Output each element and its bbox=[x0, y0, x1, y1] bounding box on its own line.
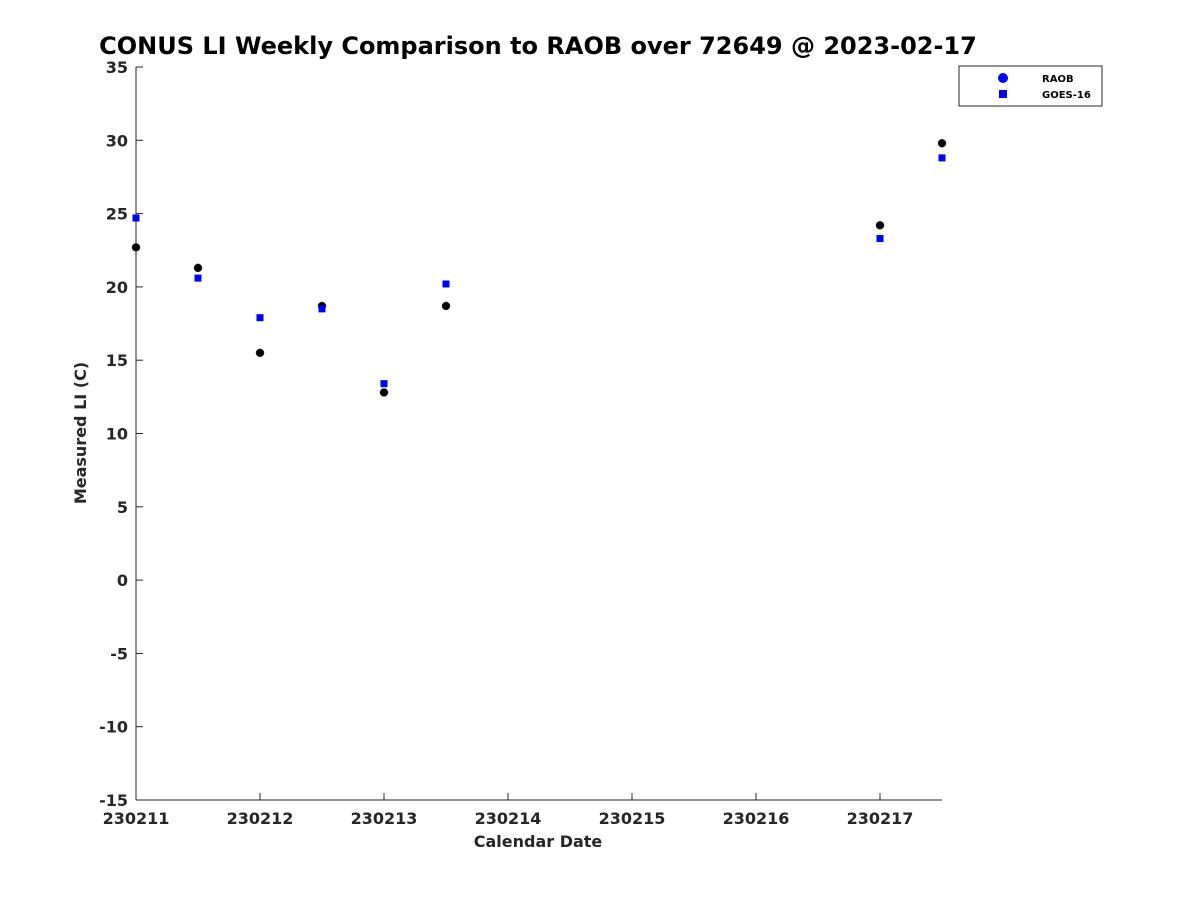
x-tick-label: 230215 bbox=[599, 809, 666, 828]
legend-label: RAOB bbox=[1042, 74, 1074, 85]
y-tick-label: 5 bbox=[117, 498, 128, 517]
legend-raob-marker bbox=[998, 73, 1008, 83]
goes16-point bbox=[318, 305, 326, 313]
y-tick-label: 35 bbox=[106, 58, 128, 77]
goes16-point bbox=[256, 314, 264, 322]
x-tick-label: 230211 bbox=[103, 809, 170, 828]
x-tick-label: 230213 bbox=[351, 809, 418, 828]
x-tick-label: 230216 bbox=[723, 809, 790, 828]
y-tick-label: 25 bbox=[106, 205, 128, 224]
y-axis-label: Measured LI (C) bbox=[71, 362, 90, 504]
legend-goes16-marker bbox=[999, 90, 1007, 98]
raob-point bbox=[875, 221, 885, 230]
goes16-point bbox=[442, 280, 450, 288]
y-tick-label: 30 bbox=[106, 131, 128, 150]
x-tick-label: 230217 bbox=[847, 809, 914, 828]
y-tick-label: 10 bbox=[106, 425, 128, 444]
y-tick-label: -5 bbox=[110, 644, 128, 663]
legend-box bbox=[958, 65, 1103, 107]
x-tick-label: 230212 bbox=[227, 809, 294, 828]
axes: -15 -10 -5 0 5 10 15 20 25 30 35 230211 230212 230213… bbox=[99, 58, 942, 828]
x-axis-label: Calendar Date bbox=[474, 832, 603, 851]
y-tick-label: -15 bbox=[99, 791, 128, 810]
goes16-point bbox=[194, 274, 202, 282]
y-tick-label: 15 bbox=[106, 351, 128, 370]
raob-point bbox=[441, 301, 451, 311]
legend: RAOB GOES-16 bbox=[958, 65, 1103, 107]
chart-title: CONUS LI Weekly Comparison to RAOB over … bbox=[99, 32, 977, 60]
raob-point bbox=[379, 388, 389, 397]
goes16-point bbox=[938, 154, 946, 162]
raob-point bbox=[131, 243, 141, 252]
goes16-point bbox=[132, 214, 140, 222]
x-tick-label: 230214 bbox=[475, 809, 542, 828]
legend-label: GOES-16 bbox=[1042, 90, 1091, 101]
goes16-point bbox=[876, 235, 884, 243]
data-points bbox=[131, 138, 947, 397]
raob-point bbox=[937, 138, 947, 148]
y-tick-label: -10 bbox=[99, 718, 128, 737]
y-tick-label: 0 bbox=[117, 571, 128, 590]
y-tick-label: 20 bbox=[106, 278, 128, 297]
raob-point bbox=[193, 263, 203, 273]
raob-point bbox=[255, 348, 265, 358]
goes16-point bbox=[380, 380, 388, 388]
